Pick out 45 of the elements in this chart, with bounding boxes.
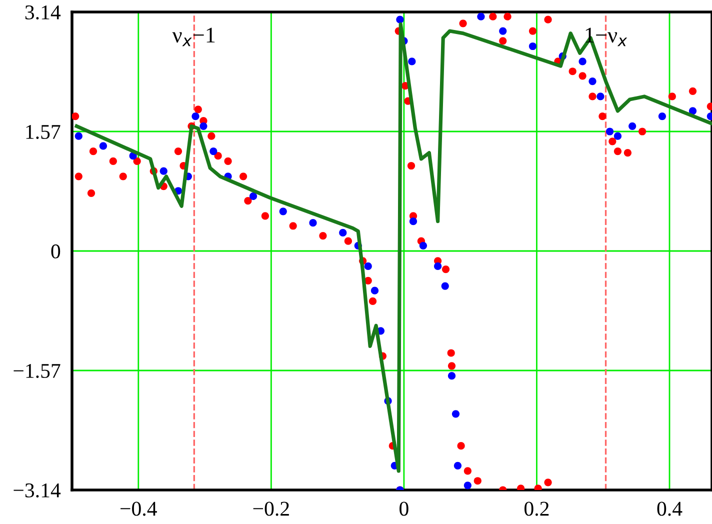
point (528, 42, 537, 50)
point (339, 228, 347, 237)
point (210, 147, 218, 156)
point (200, 122, 208, 130)
x-tick-label: 0 (400, 502, 408, 516)
point (464, 482, 472, 490)
point (74, 132, 82, 140)
point (441, 282, 449, 290)
point (249, 192, 258, 200)
y-tick-label: 1.57 (26, 124, 60, 140)
point (454, 462, 462, 470)
point (408, 58, 416, 66)
point (477, 12, 485, 20)
y-tick-label: 3.14 (25, 5, 61, 20)
point (370, 286, 379, 294)
point (279, 208, 287, 216)
point (99, 142, 108, 150)
x-tick-label: −0.2 (253, 502, 289, 516)
ref-line-label: 1−ν$_{x}$ (586, 28, 628, 46)
point (596, 92, 604, 100)
x-tick-label: 0.2 (524, 502, 549, 516)
point (448, 372, 456, 380)
point (658, 112, 666, 120)
point (688, 107, 697, 115)
point (434, 262, 442, 270)
point (419, 242, 428, 250)
point (606, 128, 614, 136)
point (614, 132, 622, 140)
point (578, 58, 586, 66)
point (309, 219, 317, 227)
y-tick-label: −1.57 (14, 364, 60, 378)
x-tick-label: 0.4 (657, 502, 682, 516)
point (160, 167, 168, 175)
y-tick-label: 0 (51, 244, 60, 258)
point (588, 77, 596, 86)
point (364, 262, 372, 270)
point (499, 27, 507, 35)
point (628, 122, 636, 130)
point (192, 112, 200, 120)
ref-line-label: ν$_{x}$−1 (172, 28, 215, 46)
point (409, 218, 418, 226)
x-tick-label: −0.4 (120, 502, 157, 516)
point (396, 16, 404, 24)
point (452, 410, 460, 418)
y-tick-label: −3.14 (14, 483, 61, 498)
